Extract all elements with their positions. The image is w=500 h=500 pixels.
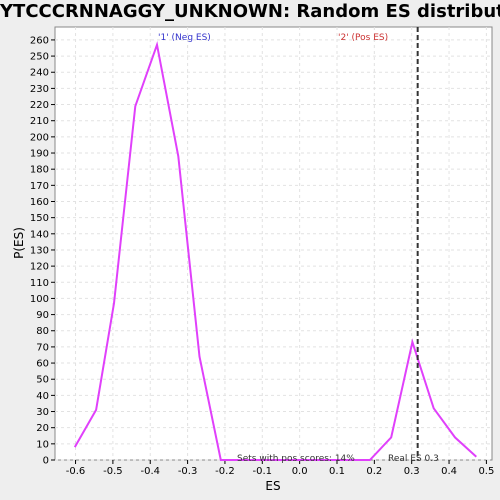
- plot-area: [54, 26, 493, 461]
- real-es-label: Real ES 0.3: [388, 454, 439, 464]
- y-tick-label: 120: [30, 262, 49, 273]
- grid: [55, 27, 492, 461]
- y-tick-label: 110: [30, 278, 49, 289]
- y-tick-label: 250: [30, 52, 49, 63]
- y-tick-label: 160: [30, 197, 49, 208]
- y-tick-label: 100: [30, 294, 49, 305]
- x-tick-label: -0.3: [178, 466, 198, 477]
- x-tick-label: 0.2: [366, 466, 382, 477]
- y-tick-label: 10: [36, 439, 49, 450]
- x-tick-label: -0.5: [103, 466, 123, 477]
- y-tick-label: 190: [30, 149, 49, 160]
- y-tick-label: 150: [30, 213, 49, 224]
- x-tick-label: -0.1: [253, 466, 273, 477]
- x-axis-label: ES: [265, 479, 280, 493]
- y-tick-label: 70: [36, 342, 49, 353]
- y-tick-label: 230: [30, 84, 49, 95]
- y-tick-label: 80: [36, 326, 49, 337]
- y-tick-label: 180: [30, 165, 49, 176]
- y-tick-label: 0: [43, 456, 49, 467]
- sets-pos-scores-label: Sets with pos scores: 14%: [237, 454, 355, 464]
- y-tick-label: 170: [30, 181, 49, 192]
- y-axis: 0 10 20 30 40 50 60 70 80 90 100 110 120 130 140 150 160…: [30, 35, 55, 467]
- y-tick-label: 240: [30, 68, 49, 79]
- x-tick-label: -0.2: [215, 466, 235, 477]
- y-tick-label: 20: [36, 423, 49, 434]
- chart-title: YTCCCRNNAGGY_UNKNOWN: Random ES distribu…: [0, 1, 500, 22]
- x-tick-label: 0.5: [478, 466, 494, 477]
- y-tick-label: 50: [36, 375, 49, 386]
- x-axis: -0.6 -0.5 -0.4 -0.3 -0.2 -0.1 0.0 0.1 0.2 0.3 0.4 0…: [66, 460, 494, 477]
- y-tick-label: 130: [30, 245, 49, 256]
- x-tick-label: 0.0: [292, 466, 308, 477]
- y-tick-label: 260: [30, 35, 49, 46]
- series-line: [73, 40, 477, 461]
- neg-es-label: '1' (Neg ES): [158, 33, 211, 43]
- x-tick-label: 0.1: [329, 466, 345, 477]
- y-axis-label: P(ES): [12, 227, 26, 259]
- y-tick-label: 30: [36, 407, 49, 418]
- y-tick-label: 90: [36, 310, 49, 321]
- y-tick-label: 140: [30, 229, 49, 240]
- y-tick-label: 210: [30, 116, 49, 127]
- y-tick-label: 200: [30, 132, 49, 143]
- x-tick-label: 0.3: [404, 466, 420, 477]
- y-tick-label: 220: [30, 100, 49, 111]
- x-tick-label: -0.4: [140, 466, 160, 477]
- y-tick-label: 40: [36, 391, 49, 402]
- x-tick-label: -0.6: [66, 466, 86, 477]
- x-tick-label: 0.4: [441, 466, 457, 477]
- pos-es-label: '2' (Pos ES): [338, 33, 388, 43]
- y-tick-label: 60: [36, 359, 49, 370]
